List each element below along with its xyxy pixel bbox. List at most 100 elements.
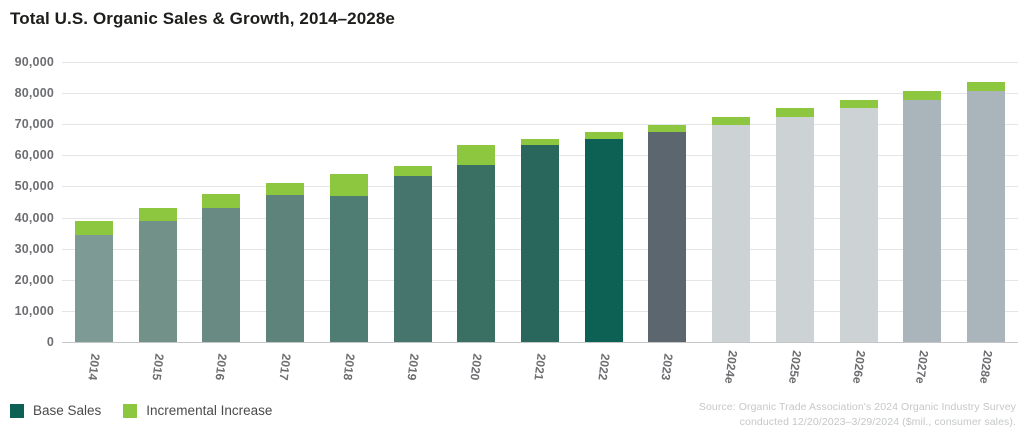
x-label-slot: 2024e bbox=[699, 350, 763, 402]
y-axis-label: 40,000 bbox=[14, 210, 54, 225]
base-sales-segment-2019 bbox=[393, 175, 432, 342]
base-sales-segment-2016 bbox=[202, 207, 241, 342]
incremental-increase-segment-2018 bbox=[329, 174, 368, 197]
x-axis-label-2017: 2017 bbox=[276, 352, 294, 382]
x-axis-label-2021: 2021 bbox=[531, 352, 549, 382]
x-label-slot: 2025e bbox=[763, 350, 827, 402]
x-axis-label-2015: 2015 bbox=[149, 352, 167, 382]
bar-2028e bbox=[954, 62, 1018, 342]
legend-item-base-sales: Base Sales bbox=[10, 403, 101, 418]
bar-series bbox=[62, 62, 1018, 342]
base-sales-segment-2015 bbox=[138, 221, 177, 342]
bar-2019 bbox=[381, 62, 445, 342]
base-sales-segment-2028e bbox=[967, 90, 1006, 342]
base-sales-segment-2023 bbox=[648, 131, 687, 342]
gridline bbox=[62, 93, 1018, 95]
base-sales-segment-2025e bbox=[775, 116, 814, 342]
source-note: Source: Organic Trade Association's 2024… bbox=[699, 400, 1016, 429]
y-axis-tick-labels: 90,000 80,000 70,000 60,000 50,000 40,000 30,0… bbox=[0, 55, 54, 349]
bar-2021 bbox=[508, 62, 572, 342]
legend-label-incremental-increase: Incremental Increase bbox=[146, 403, 273, 418]
base-sales-segment-2014 bbox=[74, 234, 113, 342]
y-axis-label: 70,000 bbox=[14, 117, 54, 132]
legend: Base Sales Incremental Increase bbox=[10, 403, 272, 418]
y-axis-label: 60,000 bbox=[14, 148, 54, 163]
y-axis-label: 0 bbox=[46, 335, 54, 349]
base-sales-segment-2020 bbox=[457, 164, 496, 342]
gridline bbox=[62, 62, 1018, 63]
x-label-slot: 2019 bbox=[381, 352, 445, 402]
base-sales-swatch-icon bbox=[10, 403, 24, 418]
incremental-increase-segment-2027e bbox=[903, 90, 942, 100]
legend-item-incremental-increase: Incremental Increase bbox=[123, 403, 272, 418]
incremental-increase-segment-2016 bbox=[202, 194, 241, 208]
x-label-slot: 2018 bbox=[317, 352, 381, 402]
incremental-increase-segment-2015 bbox=[138, 207, 177, 222]
y-axis-label: 50,000 bbox=[14, 179, 54, 194]
x-axis-label-2018: 2018 bbox=[340, 352, 358, 382]
x-axis-label-2019: 2019 bbox=[403, 352, 422, 382]
bar-2020 bbox=[444, 62, 508, 342]
y-axis-label: 10,000 bbox=[14, 303, 54, 318]
bar-2018 bbox=[317, 62, 381, 342]
base-sales-segment-2022 bbox=[584, 139, 623, 342]
x-axis-label-2022: 2022 bbox=[595, 352, 613, 382]
incremental-increase-segment-2014 bbox=[74, 221, 113, 235]
x-axis-label-2026e: 2026e bbox=[849, 349, 868, 385]
x-label-slot: 2022 bbox=[572, 352, 636, 402]
bar-2023 bbox=[636, 62, 700, 342]
x-axis-label-2020: 2020 bbox=[467, 352, 485, 382]
bar-2016 bbox=[189, 62, 253, 342]
x-axis-label-2027e: 2027e bbox=[913, 349, 932, 385]
incremental-increase-segment-2026e bbox=[839, 99, 878, 108]
y-axis-label: 30,000 bbox=[14, 241, 54, 256]
base-sales-segment-2024e bbox=[712, 125, 751, 342]
source-note-line-2: conducted 12/20/2023–3/29/2024 ($mil., c… bbox=[739, 415, 1016, 428]
x-axis-label-2023: 2023 bbox=[658, 352, 677, 382]
x-label-slot: 2027e bbox=[891, 350, 955, 402]
x-label-slot: 2023 bbox=[636, 352, 700, 402]
x-label-slot: 2028e bbox=[954, 350, 1018, 402]
incremental-increase-swatch-icon bbox=[123, 403, 138, 418]
x-label-slot: 2017 bbox=[253, 352, 317, 402]
legend-label-base-sales: Base Sales bbox=[33, 403, 102, 418]
incremental-increase-segment-2020 bbox=[457, 144, 496, 165]
incremental-increase-segment-2021 bbox=[521, 139, 559, 145]
base-sales-segment-2018 bbox=[329, 196, 368, 342]
x-label-slot: 2016 bbox=[189, 352, 253, 402]
base-sales-segment-2021 bbox=[521, 144, 559, 342]
base-sales-segment-2027e bbox=[903, 99, 942, 342]
bar-2017 bbox=[253, 62, 317, 342]
x-axis-label-2024e: 2024e bbox=[722, 349, 741, 385]
x-axis-label-2025e: 2025e bbox=[785, 349, 804, 385]
bar-2024e bbox=[699, 62, 763, 342]
incremental-increase-segment-2028e bbox=[967, 82, 1006, 91]
x-label-slot: 2026e bbox=[827, 350, 891, 402]
base-sales-segment-2017 bbox=[266, 195, 305, 342]
bar-2022 bbox=[572, 62, 636, 342]
incremental-increase-segment-2023 bbox=[648, 125, 687, 132]
y-axis-label: 90,000 bbox=[14, 55, 54, 69]
incremental-increase-segment-2022 bbox=[584, 131, 623, 140]
base-sales-segment-2026e bbox=[839, 107, 878, 342]
x-label-slot: 2020 bbox=[444, 352, 508, 402]
x-label-slot: 2014 bbox=[62, 352, 126, 402]
incremental-increase-segment-2019 bbox=[393, 165, 432, 176]
y-axis-label: 20,000 bbox=[14, 272, 54, 287]
x-label-slot: 2015 bbox=[126, 352, 190, 402]
bar-2026e bbox=[827, 62, 891, 342]
x-axis-label-2014: 2014 bbox=[85, 352, 103, 382]
y-axis-label: 80,000 bbox=[14, 86, 54, 101]
plot-area bbox=[62, 62, 1018, 343]
bar-2027e bbox=[891, 62, 955, 342]
chart-title: Total U.S. Organic Sales & Growth, 2014–… bbox=[10, 9, 395, 28]
bar-2014 bbox=[62, 62, 126, 342]
bar-2025e bbox=[763, 62, 827, 342]
x-axis-label-2016: 2016 bbox=[212, 352, 230, 382]
x-axis-baseline bbox=[62, 342, 1018, 343]
source-note-line-1: Source: Organic Trade Association's 2024… bbox=[698, 401, 1016, 413]
x-label-slot: 2021 bbox=[508, 352, 572, 402]
incremental-increase-segment-2017 bbox=[266, 183, 305, 196]
bar-2015 bbox=[126, 62, 190, 342]
